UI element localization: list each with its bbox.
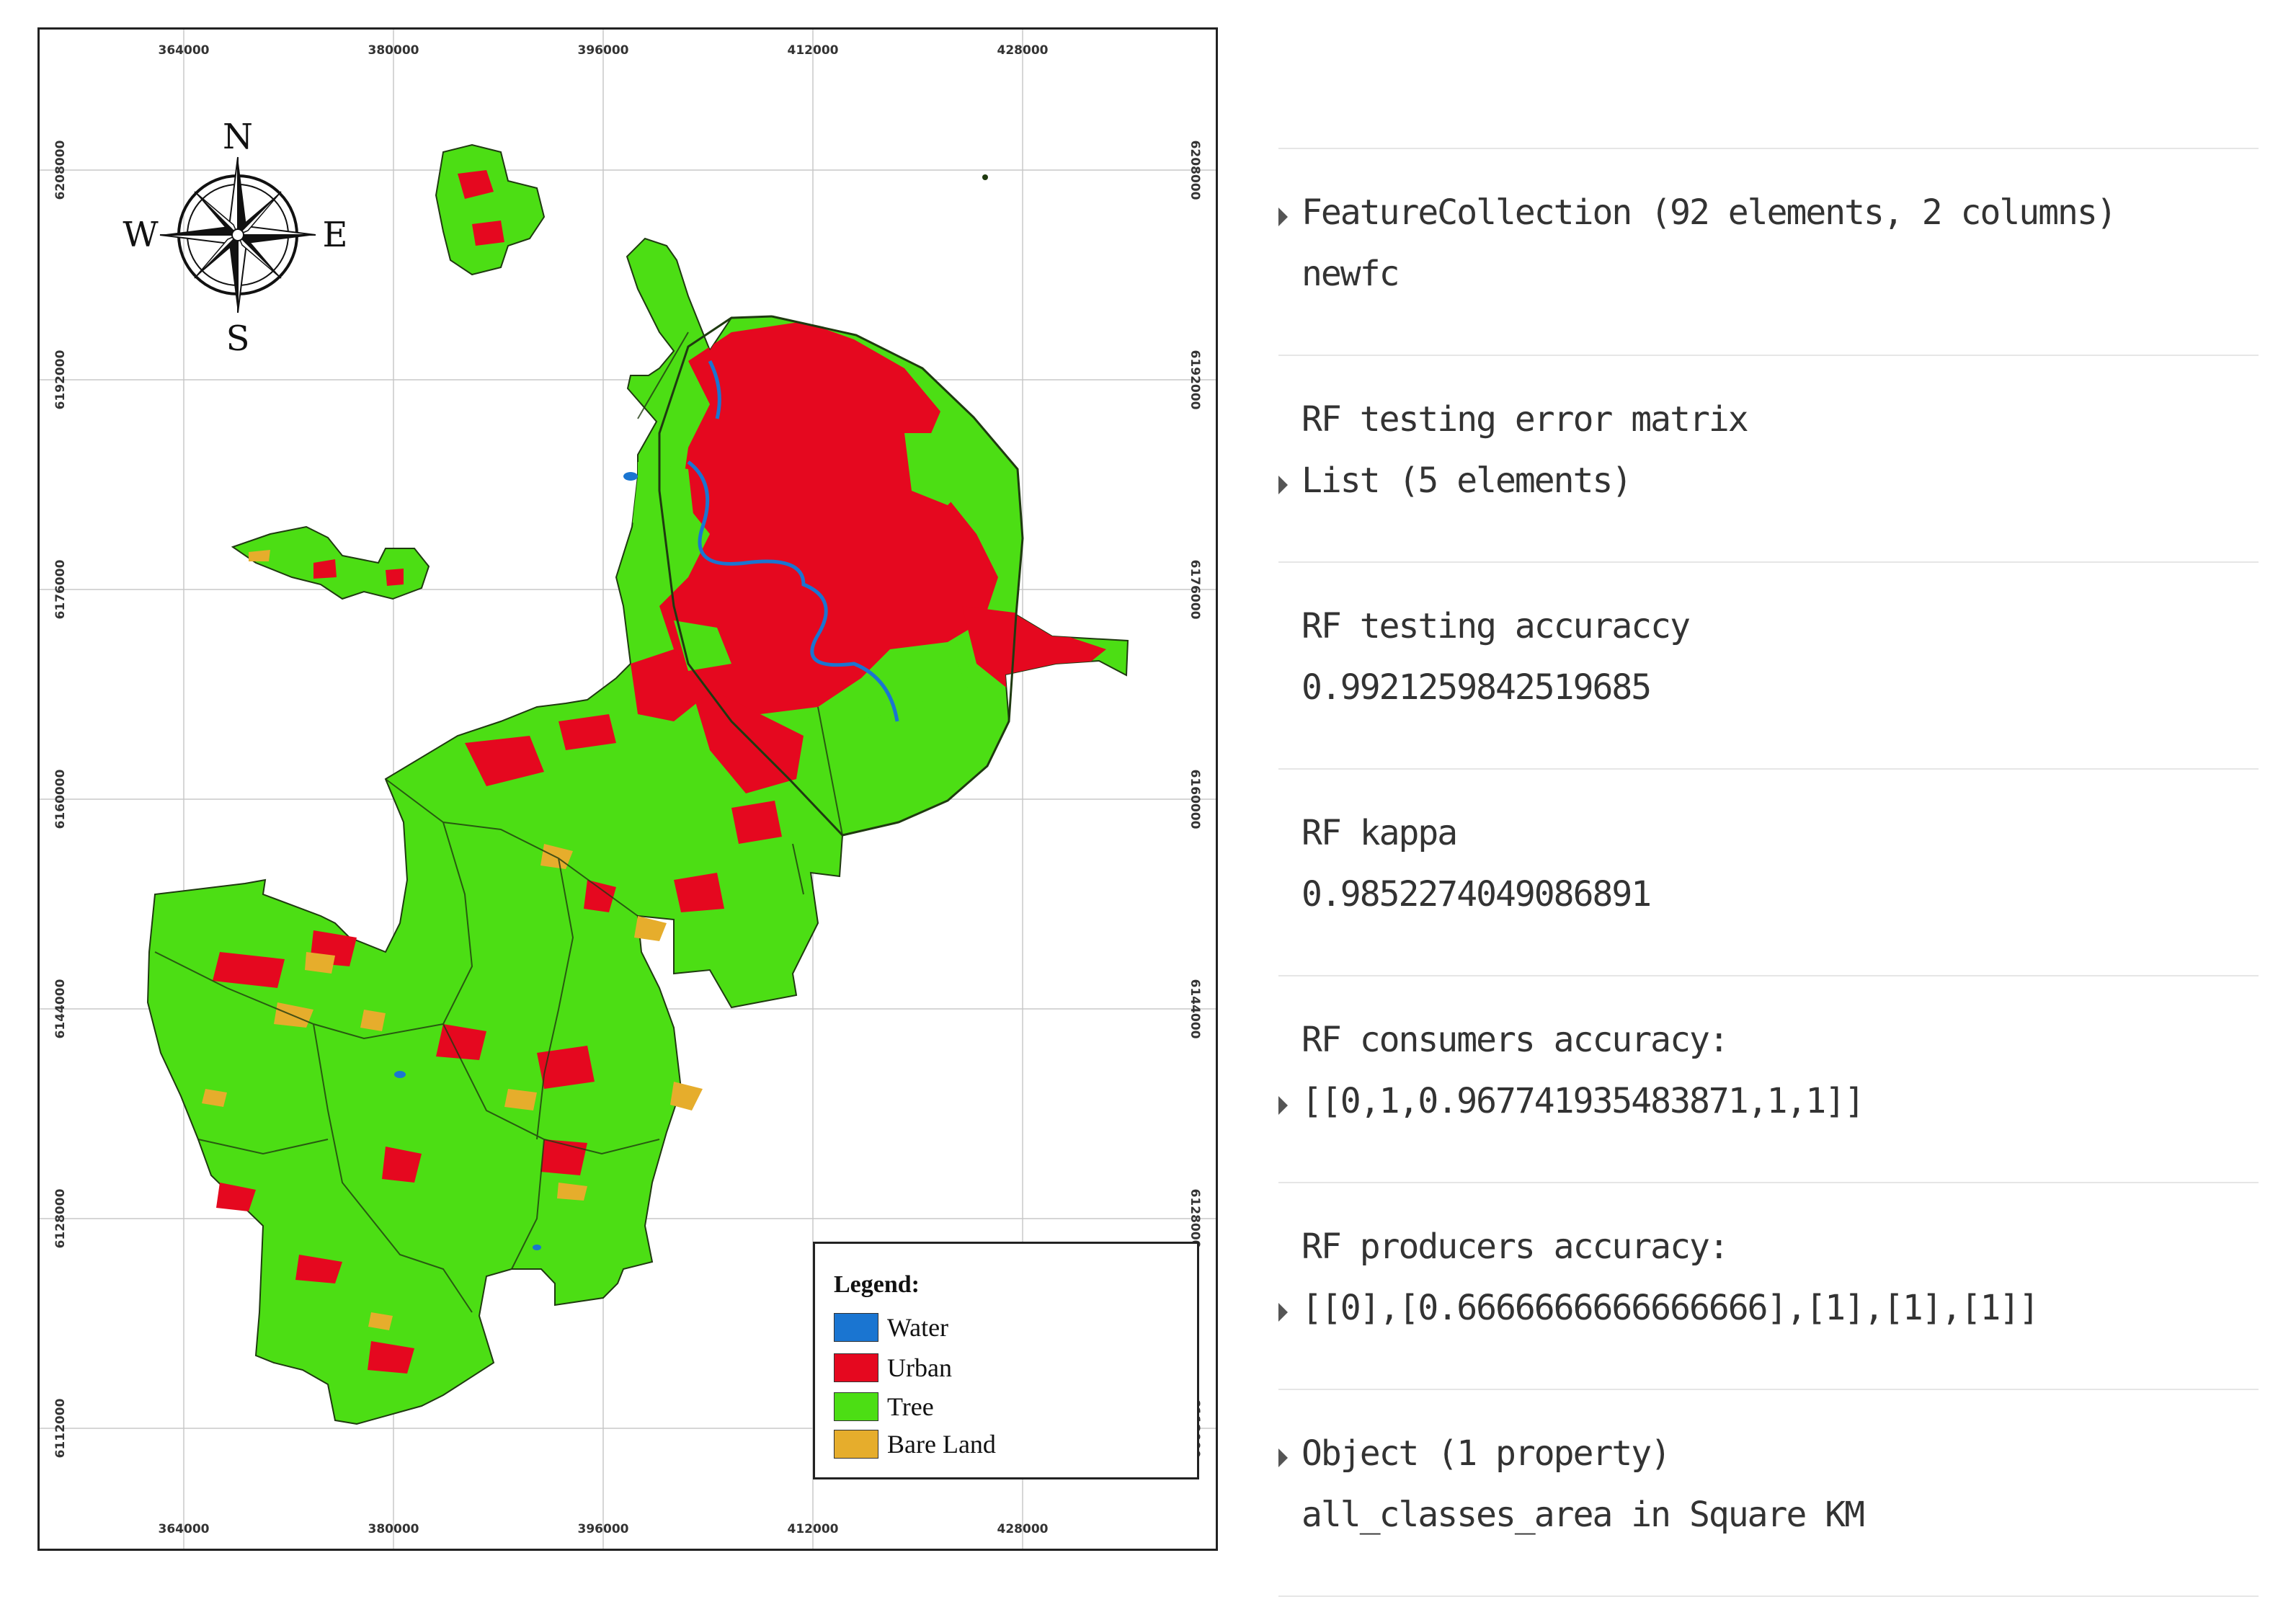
legend-swatch-water <box>834 1313 878 1342</box>
x-tick-top-412000: 412000 <box>788 43 839 58</box>
y-tick-left-6176000: 6176000 <box>53 559 68 619</box>
console-block-object: Object (1 property) all_classes_area in … <box>1278 1389 2259 1597</box>
error-matrix-list[interactable]: List (5 elements) <box>1301 460 1632 501</box>
tree-park-southeast <box>890 649 969 707</box>
consumers-accuracy-label: RF consumers accuracy: <box>1301 1020 1730 1060</box>
console-block-producers-accuracy: RF producers accuracy: [[0],[0.666666666… <box>1278 1182 2259 1390</box>
expand-arrow-icon[interactable] <box>1278 208 1288 226</box>
expand-arrow-icon[interactable] <box>1278 1096 1288 1115</box>
map-canvas: 364000 380000 396000 412000 428000 36400… <box>40 30 1216 1549</box>
legend-title: Legend: <box>834 1271 920 1298</box>
x-tick-bottom-412000: 412000 <box>788 1522 839 1536</box>
water-ponds <box>394 472 638 1250</box>
x-tick-labels-top: 364000 380000 396000 412000 428000 <box>159 43 1049 58</box>
suburban-urban-patches <box>213 714 782 1374</box>
console-block-consumers-accuracy: RF consumers accuracy: [[0,1,0.967741935… <box>1278 975 2259 1183</box>
urban-core-polygon <box>659 321 998 714</box>
tree-park-west <box>631 462 695 548</box>
legend-item-bare-land: Bare Land <box>834 1430 996 1459</box>
tree-park-northeast <box>904 433 976 505</box>
north-outlier-urban <box>458 170 504 246</box>
x-tick-top-428000: 428000 <box>997 43 1049 58</box>
y-tick-right-6144000: 6144000 <box>1188 979 1202 1039</box>
x-tick-bottom-380000: 380000 <box>368 1522 419 1536</box>
legend-swatch-bare-land <box>834 1430 878 1459</box>
y-tick-right-6128000: 6128000 <box>1188 1189 1202 1249</box>
y-tick-left-6208000: 6208000 <box>53 140 68 200</box>
y-tick-left-6128000: 6128000 <box>53 1188 68 1248</box>
tree-park-southwest <box>674 620 731 671</box>
x-tick-top-380000: 380000 <box>368 43 419 58</box>
legend-label-tree: Tree <box>887 1392 934 1421</box>
legend-label-bare-land: Bare Land <box>887 1430 996 1459</box>
compass-north-label: N <box>223 117 253 157</box>
map-legend: Legend: Water Urban Tree Bare Land <box>813 1242 1199 1479</box>
legend-label-urban: Urban <box>887 1353 952 1382</box>
console-block-featurecollection: FeatureCollection (92 elements, 2 column… <box>1278 148 2259 356</box>
compass-south-label: S <box>226 319 250 359</box>
console-end-divider <box>1278 1595 2259 1597</box>
y-tick-left-6112000: 6112000 <box>53 1398 68 1458</box>
legend-swatch-urban <box>834 1353 878 1382</box>
ring-road <box>658 315 1024 837</box>
urban-west-polygon <box>631 649 710 721</box>
compass-west-label: W <box>123 215 159 255</box>
console-block-accuracy: RF testing accuraccy 0.9921259842519685 <box>1278 561 2259 770</box>
compass-east-label: E <box>322 215 347 255</box>
water-features <box>687 360 899 722</box>
y-tick-labels-left: 6208000 6192000 6176000 6160000 6144000 … <box>53 140 68 1458</box>
x-tick-top-364000: 364000 <box>159 43 210 58</box>
y-tick-right-6208000: 6208000 <box>1188 141 1202 200</box>
x-tick-bottom-428000: 428000 <box>997 1522 1049 1536</box>
y-tick-right-6192000: 6192000 <box>1188 350 1202 410</box>
y-tick-left-6144000: 6144000 <box>53 979 68 1038</box>
producers-accuracy-label: RF producers accuracy: <box>1301 1227 1730 1267</box>
tree-park-south <box>847 707 948 793</box>
featurecollection-name: newfc <box>1301 254 1400 294</box>
bare-land-patches <box>202 844 703 1330</box>
land-cover-layer <box>146 143 1129 1425</box>
featurecollection-summary[interactable]: FeatureCollection (92 elements, 2 column… <box>1301 192 2117 233</box>
district-boundaries <box>154 331 843 1313</box>
expand-arrow-icon[interactable] <box>1278 476 1288 494</box>
compass-rose: N S E W <box>123 117 347 359</box>
y-tick-left-6160000: 6160000 <box>53 769 68 829</box>
legend-swatch-tree <box>834 1392 878 1421</box>
x-tick-bottom-396000: 396000 <box>578 1522 629 1536</box>
y-tick-left-6192000: 6192000 <box>53 350 68 409</box>
northeast-dot <box>982 174 988 180</box>
y-tick-right-6176000: 6176000 <box>1188 560 1202 620</box>
legend-label-water: Water <box>887 1313 949 1342</box>
legend-item-water: Water <box>834 1313 948 1342</box>
north-outlier-polygon <box>435 143 546 276</box>
legend-item-tree: Tree <box>834 1392 934 1421</box>
kappa-label: RF kappa <box>1301 813 1458 853</box>
kappa-value: 0.9852274049086891 <box>1301 874 1652 914</box>
console-block-kappa: RF kappa 0.9852274049086891 <box>1278 768 2259 976</box>
consumers-accuracy-value[interactable]: [[0,1,0.967741935483871,1,1]] <box>1301 1081 1865 1121</box>
y-tick-right-6160000: 6160000 <box>1188 770 1202 829</box>
x-tick-labels-bottom: 364000 380000 396000 412000 428000 <box>159 1522 1049 1536</box>
x-tick-top-396000: 396000 <box>578 43 629 58</box>
expand-arrow-icon[interactable] <box>1278 1303 1288 1322</box>
tree-park-east <box>984 491 1020 556</box>
land-cover-map: 364000 380000 396000 412000 428000 36400… <box>37 27 1218 1551</box>
object-summary[interactable]: Object (1 property) <box>1301 1433 1671 1474</box>
console-block-error-matrix: RF testing error matrix List (5 elements… <box>1278 355 2259 563</box>
accuracy-label: RF testing accuraccy <box>1301 606 1691 646</box>
expand-arrow-icon[interactable] <box>1278 1448 1288 1467</box>
x-tick-bottom-364000: 364000 <box>159 1522 210 1536</box>
legend-item-urban: Urban <box>834 1353 952 1382</box>
producers-accuracy-value[interactable]: [[0],[0.6666666666666666],[1],[1],[1]] <box>1301 1288 2039 1328</box>
object-property-name: all_classes_area in Square KM <box>1301 1495 1865 1535</box>
accuracy-value: 0.9921259842519685 <box>1301 667 1652 708</box>
west-outlier-patches <box>249 550 404 586</box>
error-matrix-label: RF testing error matrix <box>1301 399 1749 440</box>
